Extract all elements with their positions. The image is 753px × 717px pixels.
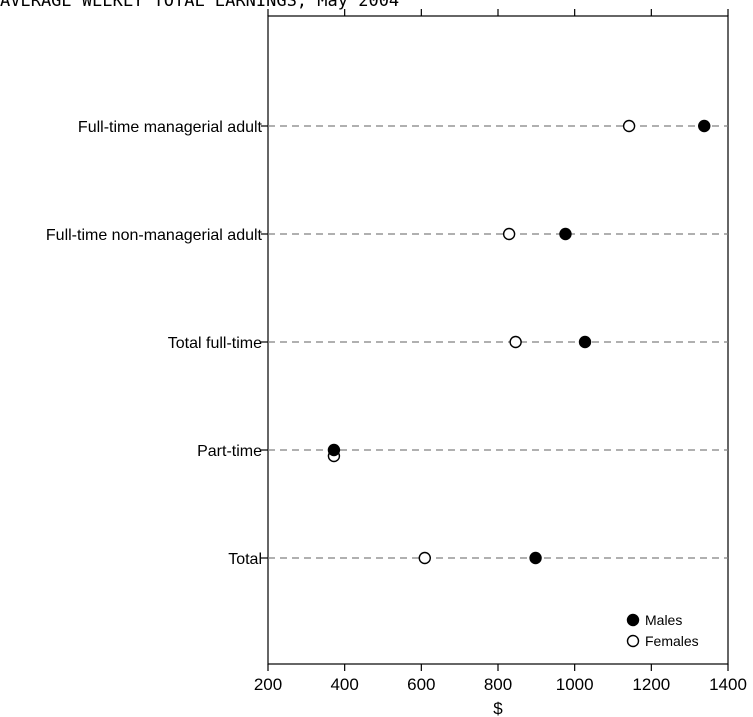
x-tick-label: 1200 [632,675,670,694]
legend-females-marker [626,634,640,648]
legend: Males Females [626,612,699,649]
x-tick-label: 1000 [556,675,594,694]
category-labels: Full-time managerial adult Full-time non-… [46,119,268,568]
x-tick-label: 1400 [709,675,747,694]
male-point [698,119,711,133]
x-tick-label: 800 [484,675,512,694]
legend-females-label: Females [645,633,699,649]
x-tick-label: 400 [330,675,358,694]
x-tick-label: 200 [254,675,282,694]
data-points [327,119,711,565]
female-point [622,119,636,133]
legend-males-label: Males [645,612,682,628]
category-label: Full-time managerial adult [78,119,263,136]
category-label: Total [228,551,262,568]
plot-frame [267,15,729,665]
category-label: Part-time [197,443,262,460]
female-point [509,335,522,349]
gridlines [268,125,728,559]
male-point [578,335,592,349]
category-label: Total full-time [168,335,262,352]
chart-title: AVERAGE WEEKLY TOTAL EARNINGS, May 2004 [0,0,399,11]
category-label: Full-time non-managerial adult [46,227,263,244]
x-tick-label: 600 [407,675,435,694]
x-ticks: 200 400 600 800 1000 1200 1400 [254,9,747,694]
female-point [418,551,431,565]
female-point [502,227,516,241]
male-point [529,551,542,565]
x-axis-label: $ [493,699,503,717]
male-point [559,227,572,241]
male-point [327,443,341,457]
legend-males-marker [626,613,640,627]
